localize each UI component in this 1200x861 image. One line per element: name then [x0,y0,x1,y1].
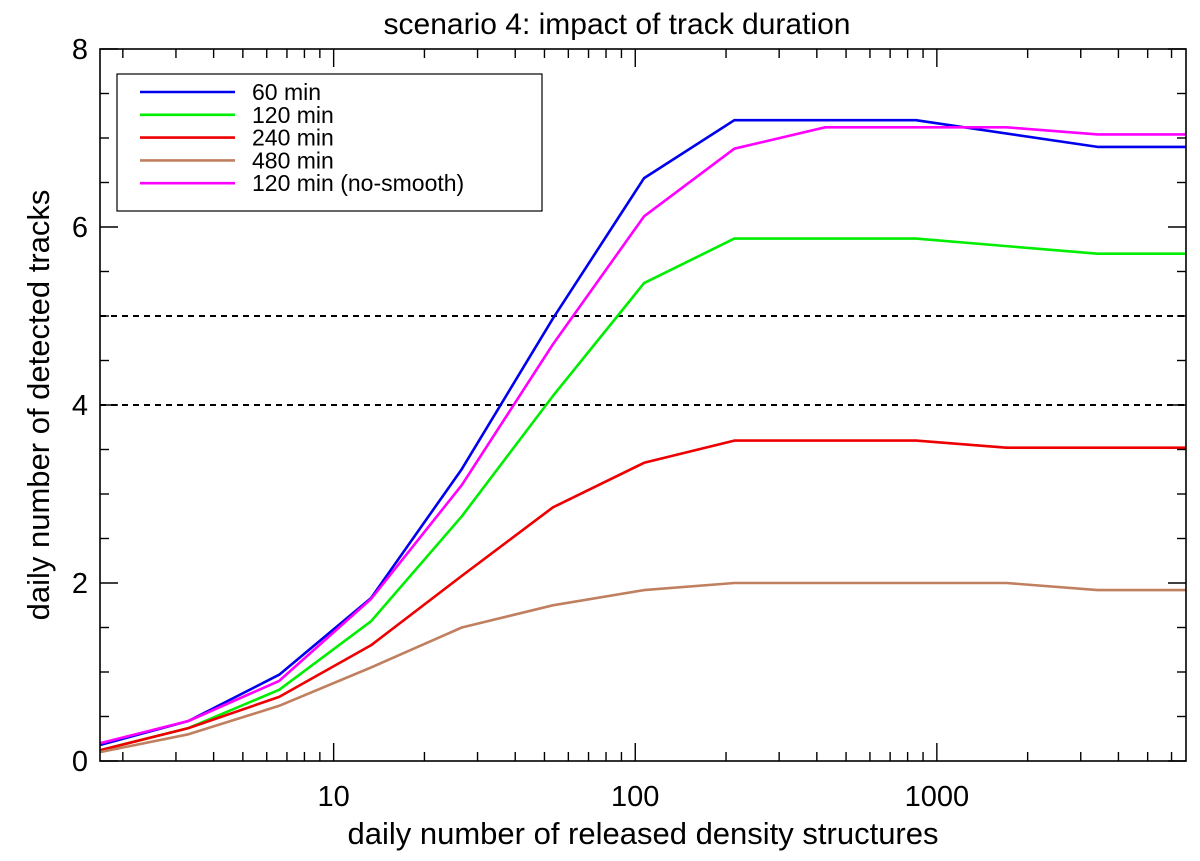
chart-title: scenario 4: impact of track duration [384,8,851,41]
y-axis-label: daily number of detected tracks [21,190,56,621]
series-line-3 [99,581,1186,754]
series-line-2 [99,439,1186,752]
x-tick-label: 10 [318,781,350,813]
axis-tick-labels: 10 100 1000 0 2 4 6 8 [72,34,969,813]
axis-ticks [100,48,1186,762]
reference-lines [100,315,1186,406]
series-line-1 [99,237,1186,752]
series-line-4 [99,126,1186,745]
legend-label-0: 60 min [252,79,321,105]
legend-label-3: 480 min [252,147,334,173]
y-tick-label: 0 [72,746,88,778]
x-tick-label: 1000 [905,781,970,813]
legend-label-2: 240 min [252,125,334,151]
series-line-0 [99,118,1186,747]
y-tick-label: 8 [72,34,88,66]
legend-label-1: 120 min [252,102,334,128]
series-group [99,118,1186,754]
legend-label-4: 120 min (no-smooth) [252,170,464,196]
x-tick-label: 100 [611,781,659,813]
y-tick-label: 6 [72,212,88,244]
legend-box [116,73,543,212]
y-tick-label: 2 [72,568,88,600]
x-axis-label: daily number of released density structu… [347,816,938,851]
y-tick-label: 4 [72,390,88,422]
